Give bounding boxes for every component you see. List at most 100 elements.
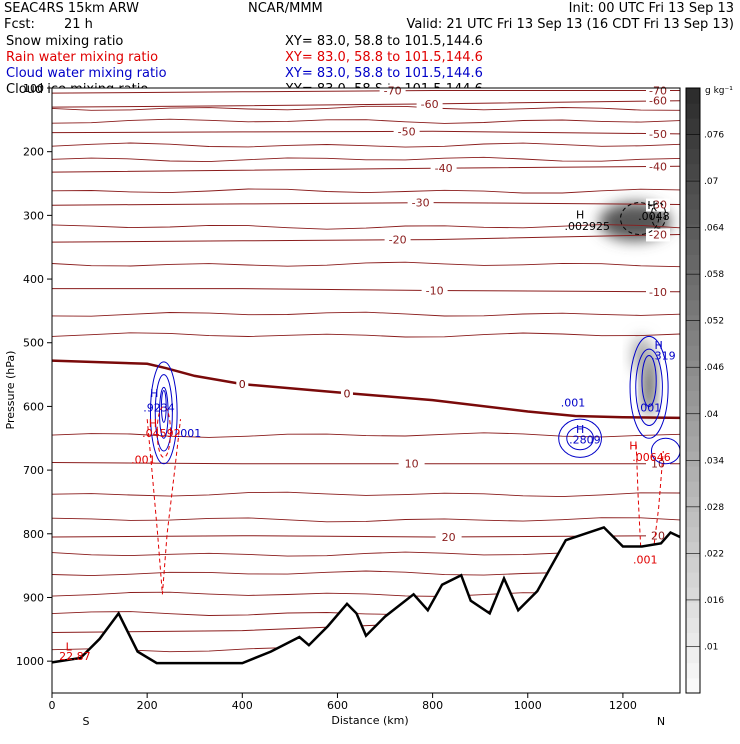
- colorbar-tick-label: .022: [704, 549, 724, 559]
- colorbar-segment: [686, 345, 700, 361]
- isotherm-line: [51, 202, 681, 206]
- isotherm-label-bg: [398, 457, 425, 471]
- isotherm-line: [51, 311, 681, 317]
- colorbar-tick-label: .058: [704, 270, 724, 280]
- cloud-water-contour: [558, 418, 602, 458]
- axes-layer: 0 200 400 600 800 1000 12001000900800700600500…: [16, 82, 637, 712]
- colorbar-segment: [686, 330, 700, 346]
- isotherm-line: [51, 491, 681, 498]
- x-tick-label: 800: [422, 699, 443, 712]
- fcst-label: Fcst:: [4, 17, 35, 32]
- contour-annotation: H: [629, 440, 637, 453]
- isotherm-line: [51, 535, 681, 538]
- terrain-line: [51, 525, 681, 665]
- colorbar-segment: [686, 662, 700, 679]
- contour-annotation: .9234: [143, 402, 175, 415]
- isotherm-label-bg: [646, 160, 670, 174]
- cloud-water-contour: [160, 390, 167, 423]
- colorbar-segment: [686, 88, 700, 104]
- isotherm-line: [51, 261, 681, 268]
- freezing-label-bg: [236, 378, 249, 392]
- endpoint-south: S: [83, 715, 90, 728]
- isotherm-label-bg: [646, 94, 670, 108]
- x-tick-label: 600: [327, 699, 348, 712]
- colorbar-segment: [686, 254, 700, 270]
- rain-water-contour: [146, 419, 181, 595]
- colorbar-tick-label: .028: [704, 503, 724, 513]
- isotherm-line: [51, 90, 680, 94]
- isotherm-line: [51, 462, 680, 465]
- isotherm-line: [51, 332, 681, 338]
- colorbar-segment: [686, 224, 700, 240]
- y-tick-label: 500: [23, 337, 44, 350]
- isotherm-label: -60: [421, 98, 439, 111]
- colorbar-segment: [686, 602, 700, 618]
- contour-annotation: H: [654, 339, 662, 352]
- freezing-level-line: [51, 359, 681, 420]
- colorbar-tick-label: .046: [704, 363, 724, 373]
- cloud-ice-contour: [620, 202, 660, 235]
- contour-annotation: .00646: [632, 451, 671, 464]
- legend-cloud-water-label: Cloud water mixing ratio: [6, 66, 167, 81]
- colorbar-segment: [686, 193, 700, 210]
- fcst-value: 21 h: [64, 17, 93, 32]
- colorbar-segment: [686, 526, 700, 543]
- isotherm-label-bg: [646, 198, 670, 212]
- colorbar-segment: [686, 556, 700, 573]
- colorbar-tick-label: .076: [704, 131, 724, 141]
- y-tick-label: 300: [23, 209, 44, 222]
- freezing-label-bg: [340, 387, 353, 401]
- cloud-water-contour: [635, 348, 663, 427]
- colorbar-segment: [686, 541, 700, 558]
- freezing-level-label: 0: [239, 378, 246, 391]
- colorbar-units: g kg⁻¹: [705, 86, 733, 96]
- legend-rain-xy: XY= 83.0, 58.8 to 101.5,144.6: [285, 50, 483, 65]
- colorbar-segment: [686, 390, 700, 407]
- contour-annotation: .001: [633, 554, 658, 567]
- colorbar-tick-label: .07: [704, 177, 718, 187]
- isotherm-label-bg: [384, 233, 411, 247]
- isotherm-line: [51, 142, 681, 148]
- legend-cloud-water-xy: XY= 83.0, 58.8 to 101.5,144.6: [285, 66, 483, 81]
- isotherm-line: [51, 118, 681, 124]
- contour-annotation: .04592: [142, 427, 181, 440]
- terrain-layer: [51, 525, 681, 693]
- y-tick-label: 700: [23, 464, 44, 477]
- y-tick-label: 200: [23, 146, 44, 159]
- colorbar-segment: [686, 118, 700, 134]
- colorbar-segment: [686, 133, 700, 149]
- colorbar-segment: [686, 103, 700, 119]
- isotherm-label: -50: [649, 128, 667, 141]
- legend-snow-xy: XY= 83.0, 58.8 to 101.5,144.6: [285, 34, 483, 49]
- colorbar-segment: [686, 420, 700, 437]
- x-tick-label: 1200: [609, 699, 637, 712]
- colorbar-segment: [686, 375, 700, 391]
- colorbar-segment: [686, 587, 700, 603]
- contour-annotation: L: [66, 640, 73, 653]
- colorbar-segment: [686, 314, 700, 331]
- isotherm-line: [51, 224, 681, 230]
- colorbar-segment: [686, 178, 700, 195]
- colorbar-segment: [686, 677, 700, 694]
- colorbar-tick-label: .04: [704, 410, 719, 420]
- colorbar-segment: [686, 299, 700, 316]
- contour-annotation: 22.87: [59, 650, 91, 663]
- contour-annotation: .001: [561, 396, 586, 409]
- endpoint-north: N: [657, 715, 665, 728]
- cloud-water-contour: [629, 335, 669, 439]
- contour-annotation: .001: [177, 427, 202, 440]
- isotherm-label: -40: [435, 162, 453, 175]
- colorbar: .01 .016 .022 .028 .034 .04 .046 .052 .058 .064 .0…: [685, 87, 724, 694]
- isotherm-label-bg: [393, 125, 420, 139]
- rain-water-contour: [635, 444, 664, 567]
- isotherm-label: -20: [649, 228, 667, 241]
- terrain-fill: [52, 527, 680, 693]
- y-axis-label: Pressure (hPa): [4, 351, 17, 430]
- isotherm-label: -60: [649, 95, 667, 108]
- colorbar-segment: [686, 496, 700, 512]
- y-tick-label: 1000: [16, 655, 44, 668]
- isotherm-line: [51, 234, 681, 243]
- isotherm-label: -20: [389, 234, 407, 247]
- colorbar-segment: [686, 163, 700, 180]
